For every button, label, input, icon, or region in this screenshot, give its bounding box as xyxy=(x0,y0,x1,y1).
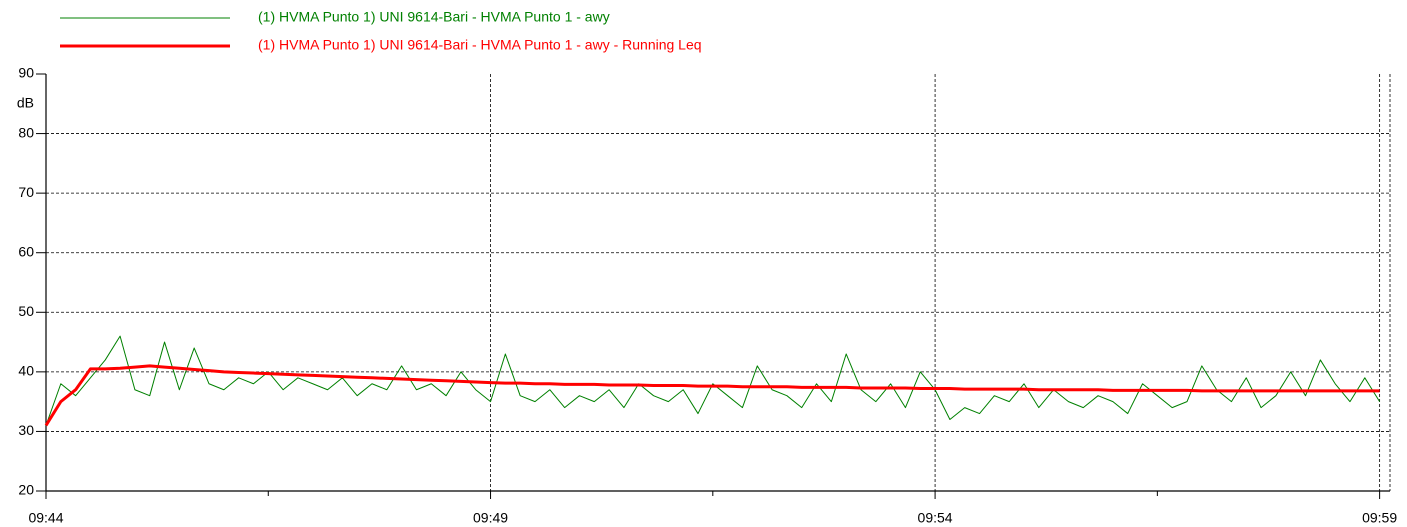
x-tick-label: 09:59 xyxy=(1362,510,1397,526)
x-tick-label: 09:49 xyxy=(473,510,508,526)
legend-label: (1) HVMA Punto 1) UNI 9614-Bari - HVMA P… xyxy=(258,37,702,53)
y-axis-label: dB xyxy=(17,95,34,111)
y-tick-label: 40 xyxy=(18,363,34,379)
y-tick-label: 80 xyxy=(18,124,34,140)
x-tick-label: 09:54 xyxy=(918,510,953,526)
y-tick-label: 30 xyxy=(18,422,34,438)
series-line xyxy=(45,335,1381,426)
y-tick-label: 70 xyxy=(18,184,34,200)
series-line xyxy=(44,364,1380,427)
y-tick-label: 20 xyxy=(18,482,34,498)
y-tick-label: 90 xyxy=(18,65,34,81)
x-tick-label: 09:44 xyxy=(28,510,63,526)
y-tick-label: 50 xyxy=(18,303,34,319)
legend-label: (1) HVMA Punto 1) UNI 9614-Bari - HVMA P… xyxy=(258,9,610,25)
y-tick-label: 60 xyxy=(18,243,34,259)
